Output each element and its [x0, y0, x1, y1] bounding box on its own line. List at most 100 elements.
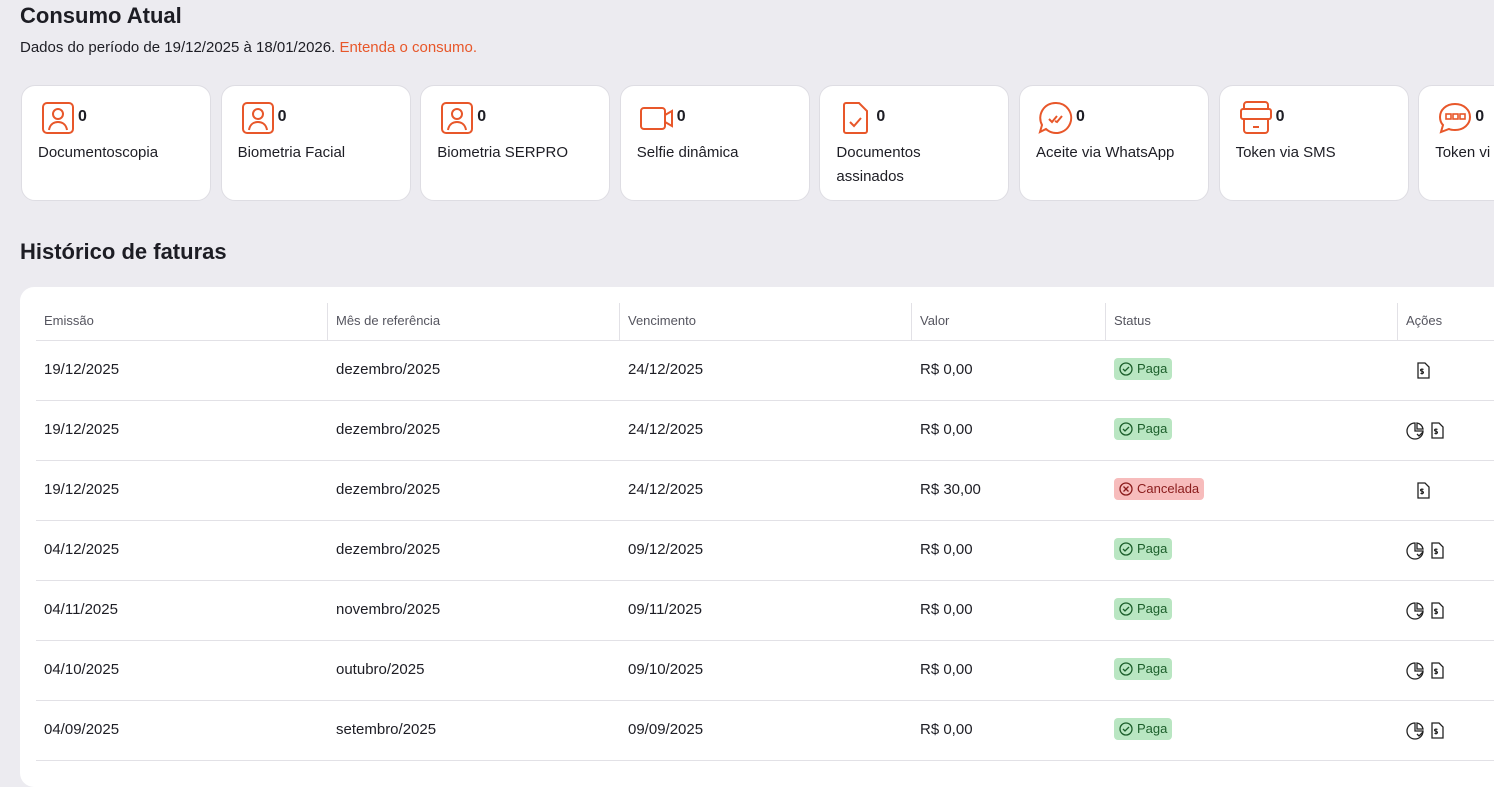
card-icon: [241, 102, 274, 134]
column-header: Valor: [920, 313, 950, 328]
card-value: 0: [876, 108, 886, 125]
table-cell: 19/12/2025: [44, 421, 120, 438]
status-badge: Cancelada: [1114, 478, 1205, 500]
card-icon: [441, 102, 474, 134]
status-icon: [1119, 602, 1133, 616]
table-cell: setembro/2025: [336, 721, 437, 738]
status-text: Cancelada: [1137, 481, 1200, 496]
usage-report[interactable]: [1406, 662, 1425, 681]
invoice-download[interactable]: [1429, 542, 1446, 560]
status-icon: [1119, 722, 1133, 736]
table-cell: 04/09/2025: [44, 721, 120, 738]
status-text: Paga: [1137, 421, 1168, 436]
invoice-download[interactable]: [1415, 482, 1432, 500]
usage-card: 0 Biometria Facial: [220, 85, 411, 201]
status-text: Paga: [1137, 661, 1168, 676]
card-value: 0: [1475, 108, 1485, 125]
table-cell: 09/10/2025: [628, 661, 704, 678]
column-header: Status: [1114, 313, 1151, 328]
status-text: Paga: [1137, 361, 1168, 376]
card-label: Token vi: [1435, 144, 1491, 161]
usage-report[interactable]: [1406, 422, 1425, 441]
card-icon: [1038, 101, 1073, 134]
table-cell: novembro/2025: [336, 601, 441, 618]
row-divider: [36, 340, 1494, 341]
table-cell: 09/09/2025: [628, 721, 704, 738]
column-divider: [1397, 303, 1398, 340]
status-badge: Paga: [1114, 358, 1173, 380]
card-value: 0: [676, 108, 686, 125]
row-divider: [36, 580, 1494, 581]
row-divider: [36, 640, 1494, 641]
status-icon: [1119, 482, 1133, 496]
invoice-download[interactable]: [1429, 422, 1446, 440]
card-label: Token via SMS: [1235, 144, 1336, 161]
card-label: Selfie dinâmica: [636, 144, 739, 161]
column-header: Vencimento: [628, 313, 696, 328]
table-cell: outubro/2025: [336, 661, 425, 678]
table-cell: 19/12/2025: [44, 361, 120, 378]
table-cell: 09/11/2025: [628, 601, 702, 618]
invoice-table: Emissão Mês de referência Vencimento Valor S…: [20, 287, 1494, 787]
table-cell: 19/12/2025: [44, 481, 120, 498]
card-value: 0: [78, 108, 87, 125]
status-text: Paga: [1137, 541, 1168, 556]
card-value: 0: [1076, 108, 1085, 125]
usage-report[interactable]: [1406, 722, 1425, 741]
usage-card: 0 Selfie dinâmica: [619, 85, 810, 201]
column-header: Mês de referência: [336, 313, 441, 328]
status-icon: [1119, 422, 1133, 436]
column-header: Ações: [1406, 313, 1443, 328]
table-cell: 04/10/2025: [44, 661, 120, 678]
table-cell: R$ 0,00: [920, 721, 973, 738]
status-badge: Paga: [1114, 658, 1173, 680]
table-cell: R$ 0,00: [920, 541, 973, 558]
table-cell: 09/12/2025: [628, 541, 704, 558]
section-title: Histórico de faturas: [20, 239, 227, 264]
card-label: Documentos assinados: [836, 144, 921, 185]
card-label: Biometria Facial: [237, 144, 346, 161]
status-text: Paga: [1137, 721, 1168, 736]
row-divider: [36, 460, 1494, 461]
table-cell: dezembro/2025: [336, 541, 441, 558]
row-divider: [36, 400, 1494, 401]
status-icon: [1119, 662, 1133, 676]
card-icon: [843, 102, 869, 134]
invoice-download[interactable]: [1429, 662, 1446, 680]
table-cell: 24/12/2025: [628, 421, 704, 438]
usage-card: 0 Documentoscopia: [21, 85, 211, 201]
usage-report[interactable]: [1406, 542, 1425, 561]
table-cell: R$ 30,00: [920, 481, 981, 498]
usage-card: 0 Token via SMS: [1218, 85, 1409, 201]
page-title: Consumo Atual: [20, 3, 182, 28]
subtitle: Dados do período de 19/12/2025 à 18/01/2…: [20, 39, 477, 56]
usage-card: 0 Aceite via WhatsApp: [1019, 85, 1209, 201]
row-divider: [36, 760, 1494, 761]
row-divider: [36, 520, 1494, 521]
card-value: 0: [277, 108, 287, 125]
status-icon: [1119, 542, 1133, 556]
invoice-download[interactable]: [1429, 722, 1446, 740]
period-text: Dados do período de 19/12/2025 à 18/01/2…: [20, 39, 336, 56]
status-badge: Paga: [1114, 538, 1173, 560]
table-cell: R$ 0,00: [920, 601, 973, 618]
card-value: 0: [477, 108, 487, 125]
page: {"header": {"title": "Consumo Atual", "s…: [20, 3, 1494, 787]
row-divider: [36, 700, 1494, 701]
table-cell: R$ 0,00: [920, 361, 973, 378]
usage-card: 0 Documentos assinados: [819, 85, 1010, 201]
column-divider: [911, 303, 912, 340]
card-label: Biometria SERPRO: [437, 144, 569, 161]
consumption-link[interactable]: Entenda o consumo.: [339, 39, 478, 56]
invoice-download[interactable]: [1415, 362, 1432, 380]
status-badge: Paga: [1114, 718, 1173, 740]
table-cell: R$ 0,00: [920, 661, 973, 678]
table-cell: R$ 0,00: [920, 421, 973, 438]
column-header: Emissão: [44, 313, 94, 328]
usage-report[interactable]: [1406, 602, 1425, 621]
table-cell: 04/11/2025: [44, 601, 118, 618]
invoice-download[interactable]: [1429, 602, 1446, 620]
card-value: 0: [1275, 108, 1285, 125]
card-icon: [1239, 101, 1272, 134]
card-icon: [42, 102, 74, 134]
